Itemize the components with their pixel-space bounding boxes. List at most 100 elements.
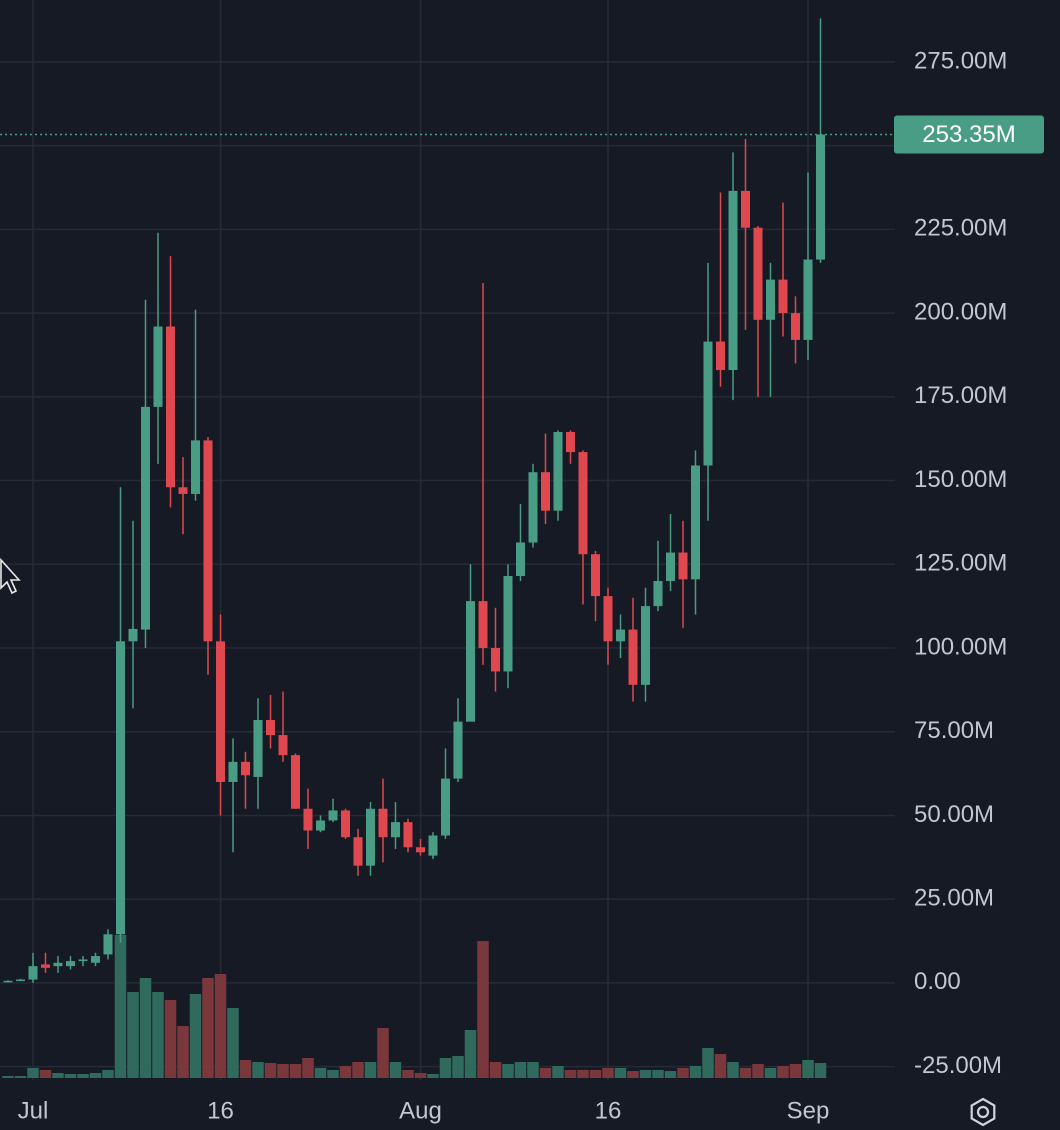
candle-body: [491, 648, 500, 672]
candle-body: [353, 837, 363, 866]
volume-bar: [627, 1071, 639, 1078]
candle-body: [366, 808, 375, 866]
candle-body: [666, 552, 675, 582]
candle-body: [791, 313, 800, 340]
volume-bar: [327, 1070, 339, 1078]
volume-bar: [252, 1062, 264, 1078]
candle-body: [378, 808, 388, 838]
candle-body: [428, 835, 438, 856]
volume-bar: [189, 994, 202, 1078]
candle-body: [691, 465, 700, 580]
volume-bar: [414, 1073, 427, 1078]
volume-bar: [689, 1066, 702, 1078]
candle-body: [241, 761, 250, 776]
volume-bar: [739, 1068, 752, 1078]
volume-bar: [52, 1073, 64, 1078]
candle-body: [53, 962, 63, 967]
candle-body: [516, 542, 525, 576]
x-tick-label: Aug: [399, 1097, 442, 1124]
x-tick-label: Sep: [787, 1097, 830, 1124]
volume-bar: [652, 1070, 664, 1078]
volume-bar: [89, 1073, 102, 1078]
y-tick-label: 100.00M: [914, 633, 1007, 660]
candle-body: [803, 259, 813, 340]
volume-bar: [764, 1068, 777, 1078]
candle-body: [653, 581, 663, 607]
candle-body: [703, 341, 713, 466]
candle-body: [291, 755, 300, 809]
volume-bar: [39, 1070, 52, 1078]
volume-bar: [677, 1068, 689, 1078]
candle-body: [678, 552, 688, 580]
volume-bar: [589, 1070, 602, 1078]
volume-bar: [527, 1062, 539, 1078]
candle-body: [41, 964, 50, 968]
mouse-cursor: [0, 557, 21, 595]
candle-body: [178, 487, 188, 494]
candle-body: [391, 822, 400, 838]
candle-body: [816, 134, 825, 260]
settings-button[interactable]: [970, 1097, 996, 1127]
candle-body: [316, 820, 325, 831]
volume-bar: [452, 1056, 464, 1078]
candle-body: [141, 406, 150, 630]
volume-bar: [27, 1068, 39, 1078]
volume-bar: [264, 1063, 277, 1078]
candle-body: [603, 596, 613, 642]
candle-body: [566, 432, 575, 453]
volume-bar: [314, 1068, 327, 1078]
candle-body: [766, 279, 775, 320]
candle-body: [403, 822, 413, 848]
y-tick-label: 50.00M: [914, 801, 994, 828]
candle-body: [228, 761, 238, 782]
candle-body: [341, 810, 350, 838]
candle-body: [553, 432, 563, 511]
candle-body: [453, 721, 463, 779]
volume-bar: [477, 941, 489, 1078]
volume-bar: [752, 1064, 764, 1078]
candle-body: [16, 979, 25, 982]
volume-bar: [552, 1066, 564, 1078]
volume-bar: [2, 1076, 14, 1078]
candle-body: [728, 190, 738, 371]
volume-bar: [289, 1064, 302, 1078]
candle-body: [441, 778, 450, 836]
candle-body: [253, 720, 263, 777]
volume-bar: [64, 1074, 77, 1078]
y-tick-label: 0.00: [914, 968, 961, 995]
candle-body: [753, 227, 763, 320]
volume-bar: [639, 1070, 652, 1078]
volume-bar: [239, 1060, 252, 1078]
x-tick-label: Jul: [18, 1097, 49, 1124]
candle-body: [716, 341, 725, 371]
candle-body: [128, 628, 138, 642]
volume-bar: [602, 1068, 614, 1078]
candle-body: [303, 808, 313, 831]
y-tick-label: 225.00M: [914, 215, 1007, 242]
candle-body: [778, 279, 788, 314]
volume-bar: [139, 978, 152, 1078]
candle-body: [203, 440, 213, 642]
candle-body: [478, 601, 488, 648]
y-tick-label: 275.00M: [914, 47, 1007, 74]
last-price-label: 253.35M: [922, 121, 1015, 148]
volume-bar: [489, 1062, 502, 1078]
candle-body: [266, 720, 275, 736]
candle-body: [416, 847, 425, 853]
volume-bar: [502, 1064, 514, 1078]
volume-bar: [214, 974, 227, 1078]
y-tick-label: 150.00M: [914, 466, 1007, 493]
volume-bar: [152, 992, 164, 1078]
settings-icon[interactable]: [970, 1097, 996, 1127]
y-tick-label: 125.00M: [914, 550, 1007, 577]
settings-icon-center[interactable]: [976, 1105, 990, 1119]
volume-bar: [702, 1048, 714, 1078]
volume-bar: [577, 1070, 589, 1078]
volume-bar: [539, 1068, 552, 1078]
volume-bar: [427, 1074, 439, 1078]
candle-body: [528, 472, 538, 543]
volume-bar: [439, 1058, 452, 1078]
volume-bar: [177, 1026, 189, 1078]
volume-bar: [127, 992, 139, 1078]
